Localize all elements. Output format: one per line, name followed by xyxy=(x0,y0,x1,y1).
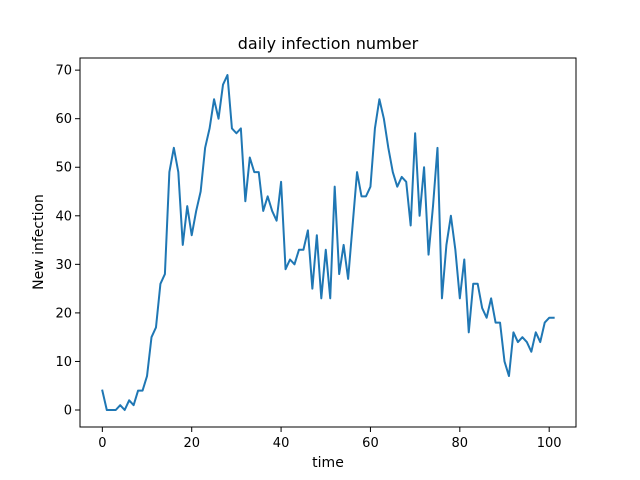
x-tick-label: 60 xyxy=(362,436,379,451)
x-axis-ticks: 0 20 40 60 80 100 xyxy=(98,427,562,451)
chart-title: daily infection number xyxy=(238,34,419,53)
x-tick-label: 20 xyxy=(183,436,200,451)
x-axis-label: time xyxy=(312,455,344,471)
plot-background xyxy=(80,58,576,427)
y-tick-label: 10 xyxy=(55,355,72,370)
y-tick-label: 60 xyxy=(55,112,72,127)
y-tick-label: 0 xyxy=(64,404,72,419)
x-tick-label: 40 xyxy=(273,436,290,451)
plot-area: 0 20 40 60 80 100 0 10 20 30 40 50 60 70 xyxy=(55,57,577,451)
y-axis-label: New infection xyxy=(31,194,47,290)
x-tick-label: 0 xyxy=(98,436,106,451)
y-tick-label: 50 xyxy=(55,161,72,176)
x-tick-label: 100 xyxy=(537,436,562,451)
plot-frame xyxy=(79,57,577,428)
y-tick-label: 40 xyxy=(55,209,72,224)
series-line xyxy=(101,73,555,412)
x-tick-label: 80 xyxy=(452,436,469,451)
y-axis-ticks: 0 10 20 30 40 50 60 70 xyxy=(55,64,80,419)
y-tick-label: 70 xyxy=(55,64,72,79)
y-tick-label: 30 xyxy=(55,258,72,273)
y-tick-label: 20 xyxy=(55,306,72,321)
